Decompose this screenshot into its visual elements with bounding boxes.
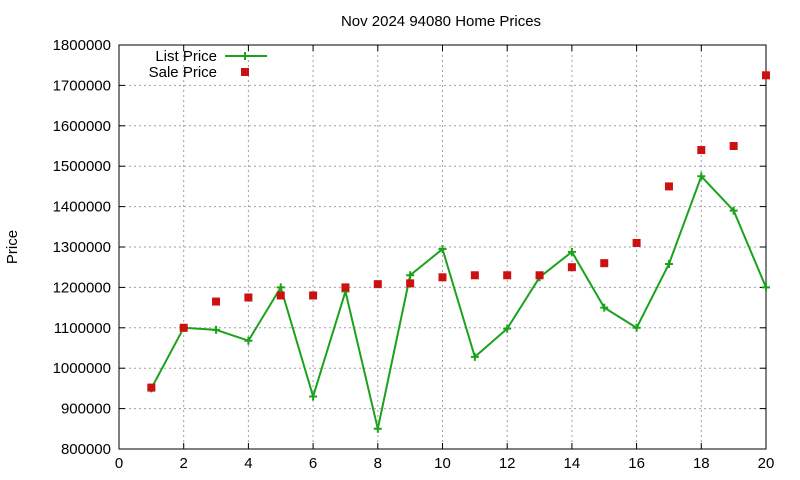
data-point-sale-price [341, 283, 350, 292]
data-point-sale-price [373, 280, 382, 289]
data-point-sale-price [470, 271, 479, 280]
data-point-sale-price [632, 238, 641, 247]
x-tick-label: 20 [758, 455, 775, 472]
data-point-list-price [762, 283, 770, 292]
data-point-list-price [212, 325, 221, 334]
data-point-list-price [503, 324, 512, 333]
y-tick-label: 900000 [61, 401, 111, 418]
data-point-sale-price [503, 271, 512, 280]
series-line-list-price [150, 175, 767, 430]
data-point-list-price [438, 245, 447, 254]
data-point-sale-price [147, 383, 156, 392]
data-point-list-price [729, 206, 738, 215]
y-axis-label: Price [4, 230, 21, 264]
x-tick-label: 12 [499, 455, 516, 472]
y-tick-label: 1700000 [53, 77, 111, 94]
x-tick-label: 2 [180, 455, 188, 472]
data-point-list-price [406, 271, 415, 280]
data-point-list-price [697, 172, 706, 181]
data-point-list-price [373, 424, 382, 433]
data-point-list-price [276, 283, 285, 292]
x-tick-label: 4 [244, 455, 252, 472]
y-tick-label: 1100000 [54, 320, 111, 337]
y-tick-label: 1000000 [53, 360, 111, 377]
data-point-list-price [470, 352, 479, 361]
data-point-sale-price [244, 293, 253, 302]
data-point-sale-price [567, 263, 576, 272]
data-point-list-price [632, 323, 641, 332]
x-tick-label: 10 [434, 455, 451, 472]
legend-swatch-sale-price [241, 68, 249, 76]
x-tick-label: 18 [693, 455, 710, 472]
data-point-sale-price [697, 146, 706, 155]
data-point-sale-price [438, 273, 447, 282]
y-tick-label: 1200000 [53, 279, 111, 296]
chart-title: Nov 2024 94080 Home Prices [341, 13, 541, 30]
y-tick-label: 1500000 [53, 158, 111, 175]
data-point-list-price [309, 392, 318, 401]
y-tick-label: 1600000 [53, 118, 111, 135]
y-tick-label: 1400000 [53, 199, 111, 216]
x-tick-label: 16 [628, 455, 645, 472]
data-point-list-price [664, 259, 673, 268]
y-tick-label: 800000 [61, 441, 111, 458]
data-point-sale-price [276, 291, 285, 300]
y-tick-label: 1800000 [53, 37, 111, 54]
x-tick-label: 14 [564, 455, 581, 472]
series-layer [147, 71, 770, 433]
data-point-sale-price [179, 323, 188, 332]
data-point-sale-price [309, 291, 318, 300]
legend-marker-list-price [241, 52, 249, 60]
data-point-list-price [244, 336, 253, 345]
data-point-sale-price [212, 297, 221, 306]
data-point-sale-price [535, 271, 544, 280]
data-point-sale-price [762, 71, 770, 80]
x-tick-label: 8 [374, 455, 382, 472]
data-point-sale-price [664, 182, 673, 191]
x-tick-label: 6 [309, 455, 317, 472]
data-point-list-price [567, 247, 576, 256]
y-tick-label: 1300000 [53, 239, 111, 256]
data-point-sale-price [600, 259, 609, 268]
data-point-sale-price [729, 142, 738, 150]
legend: List Price Sale Price [149, 48, 267, 81]
grid-layer [119, 45, 766, 449]
axis-layer: 0 2 4 6 8 10 12 14 16 18 20 800000 900000 1000000 1100… [53, 37, 775, 472]
x-tick-label: 0 [115, 455, 123, 472]
data-point-list-price [600, 303, 609, 312]
legend-label-sale-price: Sale Price [149, 64, 217, 81]
legend-label-list-price: List Price [155, 48, 217, 65]
data-point-sale-price [406, 279, 415, 288]
